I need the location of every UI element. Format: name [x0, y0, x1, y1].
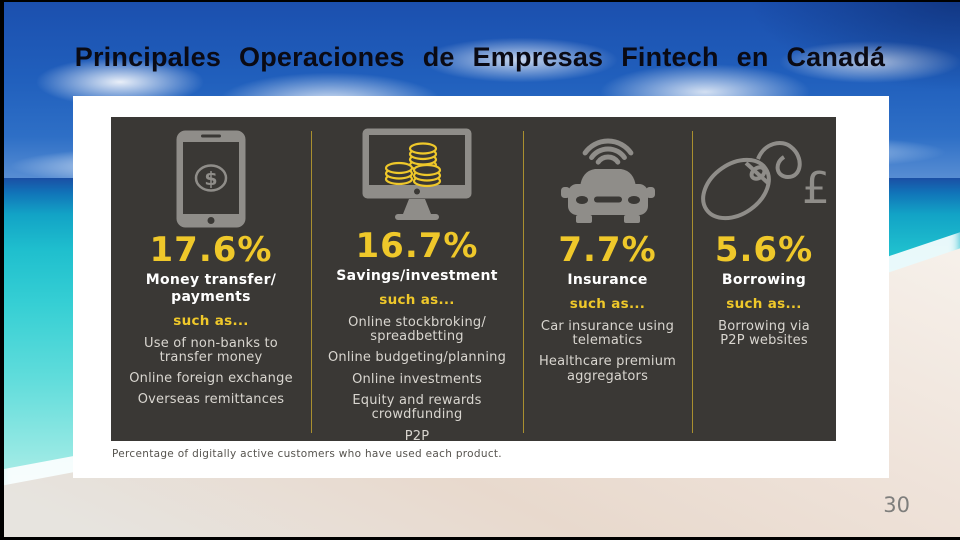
category-item: Borrowing via P2P websites	[718, 318, 810, 349]
top-border	[0, 0, 960, 2]
category-item: Equity and rewards crowdfunding	[352, 392, 482, 423]
percent-value: 17.6%	[149, 230, 273, 270]
column-borrowing: £ 5.6% Borrowing such as... Borrowing vi…	[691, 117, 836, 441]
connected-car-wifi-icon	[550, 127, 666, 229]
category-item: Online budgeting/planning	[327, 350, 507, 366]
bottom-border	[0, 537, 960, 540]
slide-title: Principales Operaciones de Empresas Fint…	[74, 42, 886, 72]
category-items: Car insurance using telematics Healthcar…	[538, 318, 677, 384]
category-label: Insurance	[567, 272, 648, 288]
category-label: Borrowing	[721, 272, 807, 288]
such-as-label: such as...	[726, 295, 802, 312]
category-label: Money transfer/ payments	[145, 272, 277, 305]
percent-value: 5.6%	[714, 230, 814, 270]
column-insurance: 7.7% Insurance such as... Car insurance …	[522, 117, 692, 441]
percent-value: 7.7%	[558, 230, 657, 270]
column-money-transfer: $ 17.6% Money transfer/ payments such as…	[111, 117, 311, 441]
category-item: Car insurance using telematics	[540, 318, 675, 349]
category-item: Healthcare premium aggregators	[538, 354, 677, 384]
left-border	[0, 0, 4, 540]
such-as-label: such as...	[569, 295, 646, 312]
category-item: Online investments	[352, 371, 482, 387]
category-item: Online stockbroking/ spreadbetting	[348, 314, 486, 345]
category-item: P2P	[404, 428, 430, 444]
monitor-coins-icon	[361, 127, 473, 225]
category-items: Use of non-banks to transfer money Onlin…	[129, 335, 293, 408]
category-item: Overseas remittances	[137, 392, 285, 408]
category-items: Online stockbroking/ spreadbetting Onlin…	[327, 314, 507, 444]
such-as-label: such as...	[173, 312, 249, 329]
such-as-label: such as...	[379, 291, 455, 308]
page-number: 30	[883, 493, 910, 517]
mouse-pound-cable-icon: £	[694, 127, 834, 229]
column-savings-investment: 16.7% Savings/investment such as... Onli…	[310, 117, 523, 444]
smartphone-dollar-icon: $	[175, 127, 247, 229]
category-items: Borrowing via P2P websites	[718, 318, 810, 349]
svg-text:$: $	[204, 168, 217, 190]
category-item: Use of non-banks to transfer money	[144, 335, 278, 365]
infographic-white-panel: $ 17.6% Money transfer/ payments such as…	[73, 96, 889, 478]
category-item: Online foreign exchange	[129, 371, 293, 387]
svg-text:£: £	[802, 163, 830, 214]
fintech-columns: $ 17.6% Money transfer/ payments such as…	[111, 117, 836, 444]
percent-value: 16.7%	[355, 226, 479, 266]
infographic-caption: Percentage of digitally active customers…	[112, 448, 502, 460]
category-label: Savings/investment	[336, 268, 498, 284]
fintech-infographic-panel: $ 17.6% Money transfer/ payments such as…	[111, 117, 836, 444]
